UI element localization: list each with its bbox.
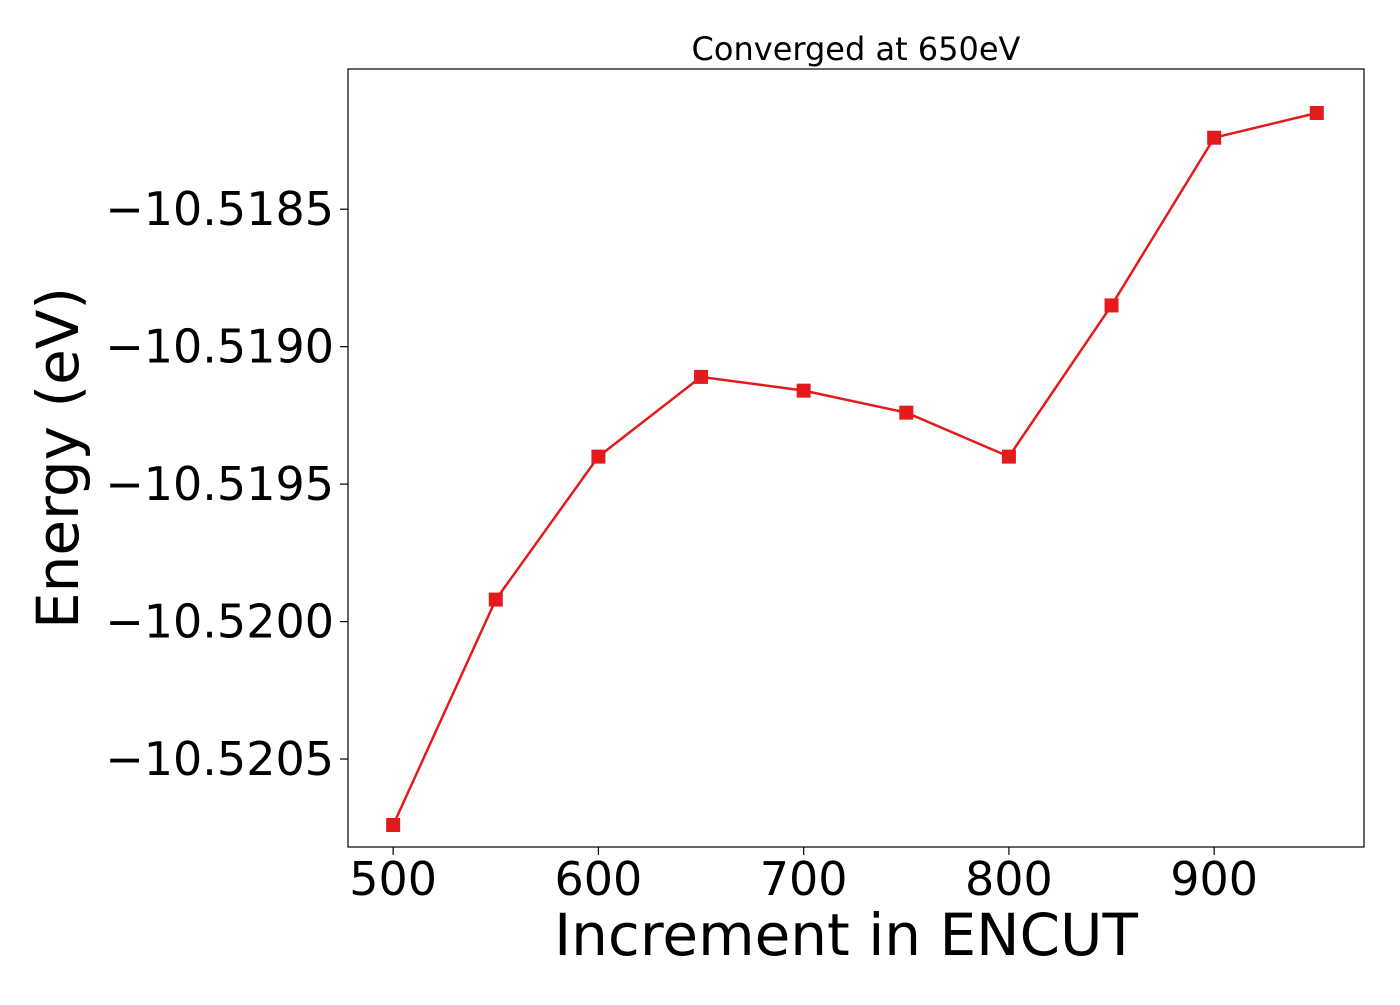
data-point-marker <box>796 383 811 398</box>
x-axis-title: Increment in ENCUT <box>554 901 1138 969</box>
data-markers <box>386 105 1324 833</box>
data-point-marker <box>1207 130 1222 145</box>
data-point-marker <box>1001 449 1016 464</box>
chart-title: Converged at 650eV <box>692 30 1021 68</box>
x-axis-ticks: 500 600 700 800 900 <box>349 847 1258 906</box>
data-point-marker <box>1104 298 1119 313</box>
data-point-marker <box>899 405 914 420</box>
x-tick-label: 600 <box>555 852 643 906</box>
data-point-marker <box>488 592 503 607</box>
data-point-marker <box>694 369 709 384</box>
y-tick-label: −10.5200 <box>105 595 334 649</box>
y-axis-ticks: −10.5205 −10.5200 −10.5195 −10.5190 −10.5185 <box>105 182 348 786</box>
x-tick-label: 500 <box>349 852 437 906</box>
y-tick-label: −10.5195 <box>105 457 334 511</box>
data-point-marker <box>591 449 606 464</box>
x-tick-label: 800 <box>965 852 1053 906</box>
y-axis-title: Energy (eV) <box>24 287 92 629</box>
x-tick-label: 900 <box>1170 852 1258 906</box>
data-point-marker <box>386 818 401 833</box>
y-tick-label: −10.5190 <box>105 320 334 374</box>
x-tick-label: 700 <box>760 852 848 906</box>
plot-frame <box>347 68 1365 848</box>
y-tick-label: −10.5205 <box>105 732 334 786</box>
y-tick-label: −10.5185 <box>105 182 334 236</box>
series-line <box>392 111 1318 826</box>
data-point-marker <box>1309 105 1324 120</box>
